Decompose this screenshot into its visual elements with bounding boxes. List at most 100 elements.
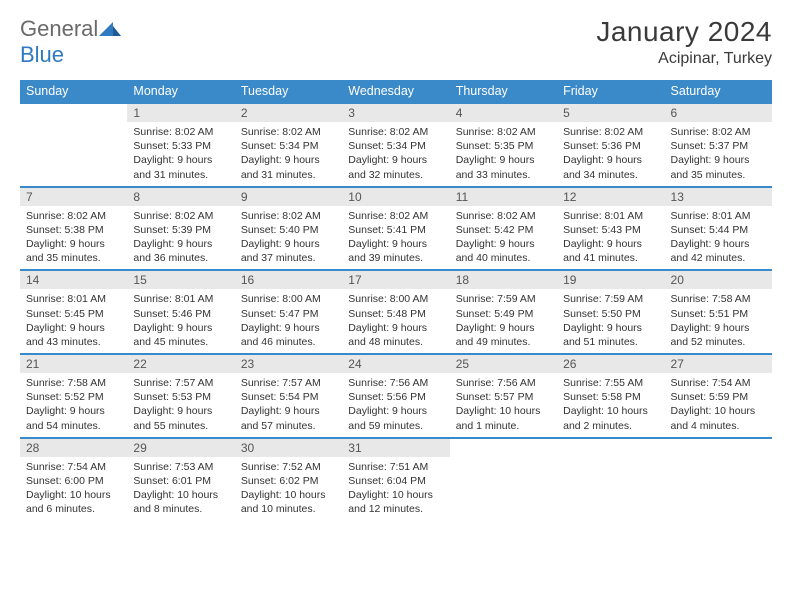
sunrise-line: Sunrise: 8:00 AM: [241, 292, 336, 306]
daylight-line-1: Daylight: 10 hours: [348, 488, 443, 502]
day-number: 18: [450, 271, 557, 289]
day-number: 21: [20, 355, 127, 373]
daylight-line-1: Daylight: 10 hours: [241, 488, 336, 502]
sunset-line: Sunset: 5:59 PM: [671, 390, 766, 404]
daylight-line-2: and 2 minutes.: [563, 419, 658, 433]
logo-text: GeneralBlue: [20, 16, 121, 68]
daylight-line-2: and 31 minutes.: [133, 168, 228, 182]
day-content: Sunrise: 8:02 AMSunset: 5:33 PMDaylight:…: [127, 122, 234, 186]
daylight-line-2: and 54 minutes.: [26, 419, 121, 433]
dayhead-wednesday: Wednesday: [342, 80, 449, 103]
dayhead-saturday: Saturday: [665, 80, 772, 103]
calendar-cell: [557, 438, 664, 521]
daylight-line-1: Daylight: 9 hours: [133, 153, 228, 167]
location-label: Acipinar, Turkey: [596, 50, 772, 68]
calendar-cell: [450, 438, 557, 521]
daylight-line-2: and 42 minutes.: [671, 251, 766, 265]
sunset-line: Sunset: 5:53 PM: [133, 390, 228, 404]
table-row: 14Sunrise: 8:01 AMSunset: 5:45 PMDayligh…: [20, 270, 772, 354]
month-title: January 2024: [596, 16, 772, 48]
day-content: Sunrise: 7:54 AMSunset: 5:59 PMDaylight:…: [665, 373, 772, 437]
calendar-cell: [20, 103, 127, 187]
day-number: 17: [342, 271, 449, 289]
daylight-line-2: and 34 minutes.: [563, 168, 658, 182]
day-number: 25: [450, 355, 557, 373]
day-number: 5: [557, 104, 664, 122]
day-content: Sunrise: 8:02 AMSunset: 5:40 PMDaylight:…: [235, 206, 342, 270]
day-content: Sunrise: 8:00 AMSunset: 5:48 PMDaylight:…: [342, 289, 449, 353]
calendar-cell: 6Sunrise: 8:02 AMSunset: 5:37 PMDaylight…: [665, 103, 772, 187]
day-number: 19: [557, 271, 664, 289]
sunrise-line: Sunrise: 7:53 AM: [133, 460, 228, 474]
day-content: Sunrise: 7:58 AMSunset: 5:52 PMDaylight:…: [20, 373, 127, 437]
daylight-line-2: and 40 minutes.: [456, 251, 551, 265]
sunset-line: Sunset: 5:46 PM: [133, 307, 228, 321]
calendar-cell: 19Sunrise: 7:59 AMSunset: 5:50 PMDayligh…: [557, 270, 664, 354]
daylight-line-2: and 59 minutes.: [348, 419, 443, 433]
daylight-line-1: Daylight: 9 hours: [133, 237, 228, 251]
daylight-line-1: Daylight: 9 hours: [563, 237, 658, 251]
calendar-cell: 1Sunrise: 8:02 AMSunset: 5:33 PMDaylight…: [127, 103, 234, 187]
sunrise-line: Sunrise: 8:02 AM: [133, 209, 228, 223]
calendar-cell: 12Sunrise: 8:01 AMSunset: 5:43 PMDayligh…: [557, 187, 664, 271]
sunset-line: Sunset: 5:56 PM: [348, 390, 443, 404]
calendar-cell: 28Sunrise: 7:54 AMSunset: 6:00 PMDayligh…: [20, 438, 127, 521]
daylight-line-2: and 39 minutes.: [348, 251, 443, 265]
day-number: 13: [665, 188, 772, 206]
calendar-cell: 4Sunrise: 8:02 AMSunset: 5:35 PMDaylight…: [450, 103, 557, 187]
sunset-line: Sunset: 5:42 PM: [456, 223, 551, 237]
day-content: Sunrise: 7:56 AMSunset: 5:57 PMDaylight:…: [450, 373, 557, 437]
dayhead-sunday: Sunday: [20, 80, 127, 103]
sunrise-line: Sunrise: 8:01 AM: [26, 292, 121, 306]
daylight-line-2: and 48 minutes.: [348, 335, 443, 349]
sunrise-line: Sunrise: 7:59 AM: [563, 292, 658, 306]
day-number: 31: [342, 439, 449, 457]
sunset-line: Sunset: 5:51 PM: [671, 307, 766, 321]
daylight-line-2: and 36 minutes.: [133, 251, 228, 265]
sunrise-line: Sunrise: 8:01 AM: [133, 292, 228, 306]
sunrise-line: Sunrise: 8:02 AM: [241, 125, 336, 139]
calendar-cell: 10Sunrise: 8:02 AMSunset: 5:41 PMDayligh…: [342, 187, 449, 271]
day-content: Sunrise: 8:02 AMSunset: 5:35 PMDaylight:…: [450, 122, 557, 186]
sunset-line: Sunset: 5:45 PM: [26, 307, 121, 321]
calendar-cell: 20Sunrise: 7:58 AMSunset: 5:51 PMDayligh…: [665, 270, 772, 354]
table-row: 1Sunrise: 8:02 AMSunset: 5:33 PMDaylight…: [20, 103, 772, 187]
daylight-line-1: Daylight: 9 hours: [671, 237, 766, 251]
sunrise-line: Sunrise: 8:02 AM: [563, 125, 658, 139]
day-number: 8: [127, 188, 234, 206]
day-content: Sunrise: 7:52 AMSunset: 6:02 PMDaylight:…: [235, 457, 342, 521]
day-number: 26: [557, 355, 664, 373]
day-content: Sunrise: 7:59 AMSunset: 5:50 PMDaylight:…: [557, 289, 664, 353]
sunset-line: Sunset: 6:04 PM: [348, 474, 443, 488]
daylight-line-1: Daylight: 9 hours: [26, 404, 121, 418]
daylight-line-2: and 31 minutes.: [241, 168, 336, 182]
daylight-line-1: Daylight: 9 hours: [133, 404, 228, 418]
calendar-table: SundayMondayTuesdayWednesdayThursdayFrid…: [20, 80, 772, 520]
daylight-line-1: Daylight: 9 hours: [671, 321, 766, 335]
sunset-line: Sunset: 5:57 PM: [456, 390, 551, 404]
day-number: 16: [235, 271, 342, 289]
day-content: Sunrise: 8:02 AMSunset: 5:42 PMDaylight:…: [450, 206, 557, 270]
daylight-line-2: and 52 minutes.: [671, 335, 766, 349]
sunrise-line: Sunrise: 7:54 AM: [671, 376, 766, 390]
calendar-cell: 7Sunrise: 8:02 AMSunset: 5:38 PMDaylight…: [20, 187, 127, 271]
daylight-line-2: and 49 minutes.: [456, 335, 551, 349]
day-number: 28: [20, 439, 127, 457]
daylight-line-1: Daylight: 10 hours: [456, 404, 551, 418]
dayhead-friday: Friday: [557, 80, 664, 103]
sunrise-line: Sunrise: 7:57 AM: [133, 376, 228, 390]
day-number: 9: [235, 188, 342, 206]
daylight-line-2: and 33 minutes.: [456, 168, 551, 182]
sunrise-line: Sunrise: 8:02 AM: [671, 125, 766, 139]
day-number: 12: [557, 188, 664, 206]
sunset-line: Sunset: 5:33 PM: [133, 139, 228, 153]
calendar-cell: [665, 438, 772, 521]
calendar-cell: 25Sunrise: 7:56 AMSunset: 5:57 PMDayligh…: [450, 354, 557, 438]
daylight-line-1: Daylight: 10 hours: [26, 488, 121, 502]
sunrise-line: Sunrise: 7:58 AM: [671, 292, 766, 306]
daylight-line-1: Daylight: 9 hours: [26, 321, 121, 335]
day-content: Sunrise: 7:57 AMSunset: 5:53 PMDaylight:…: [127, 373, 234, 437]
table-row: 28Sunrise: 7:54 AMSunset: 6:00 PMDayligh…: [20, 438, 772, 521]
calendar-cell: 26Sunrise: 7:55 AMSunset: 5:58 PMDayligh…: [557, 354, 664, 438]
daylight-line-2: and 32 minutes.: [348, 168, 443, 182]
